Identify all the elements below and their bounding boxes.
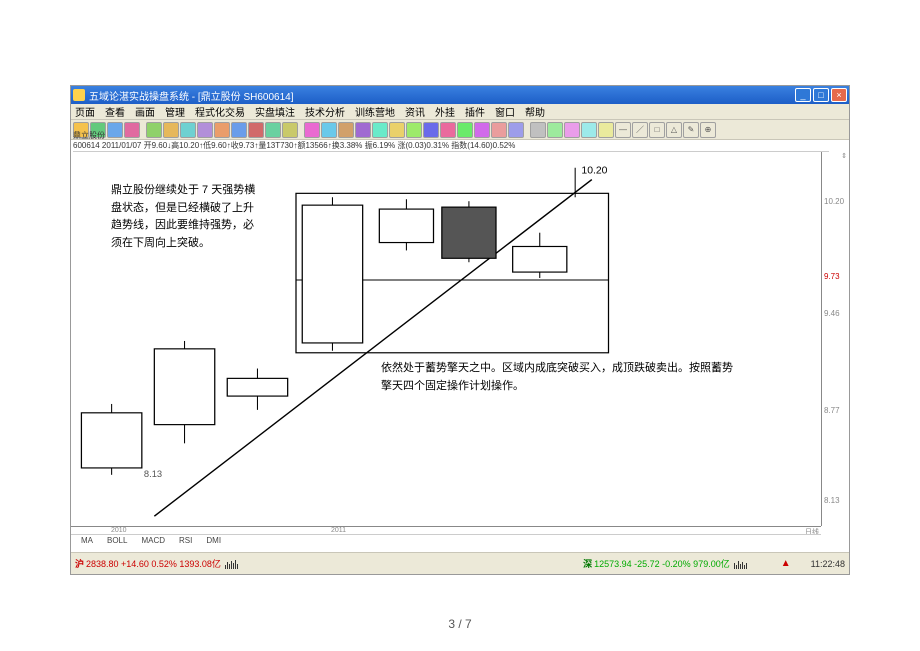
toolbar-btn-28[interactable] <box>564 122 580 138</box>
menu-item-0[interactable]: 页面 <box>75 104 95 119</box>
toolbar-btn-15[interactable] <box>338 122 354 138</box>
indicator-tab-boll[interactable]: BOLL <box>107 536 127 545</box>
titlebar: 五域论湛实战操盘系统 - [鼎立股份 SH600614] _ □ × <box>71 86 849 104</box>
y-tick: 8.77 <box>824 406 840 415</box>
statusbar: 沪 2838.80 +14.60 0.52% 1393.08亿 深 12573.… <box>71 552 849 574</box>
draw-tool-4[interactable]: ✎ <box>683 122 699 138</box>
toolbar-btn-11[interactable] <box>265 122 281 138</box>
toolbar-btn-4[interactable] <box>146 122 162 138</box>
toolbar-btn-9[interactable] <box>231 122 247 138</box>
annotation-right: 依然处于蓄势擎天之中。区域内成底突破买入，成顶跌破卖出。按照蓄势擎天四个固定操作… <box>381 360 741 395</box>
draw-tool-0[interactable]: — <box>615 122 631 138</box>
indicator-tab-ma[interactable]: MA <box>81 536 93 545</box>
menu-item-12[interactable]: 帮助 <box>525 104 545 119</box>
menu-item-10[interactable]: 插件 <box>465 104 485 119</box>
indicator-tab-dmi[interactable]: DMI <box>206 536 221 545</box>
menubar: 页面查看画面管理程式化交易实盘填注技术分析训练营地资讯外挂插件窗口帮助 <box>71 104 849 120</box>
menu-item-1[interactable]: 查看 <box>105 104 125 119</box>
window-title: 五域论湛实战操盘系统 - [鼎立股份 SH600614] <box>89 88 795 103</box>
toolbar-btn-20[interactable] <box>423 122 439 138</box>
menu-item-6[interactable]: 技术分析 <box>305 104 345 119</box>
sz-label: 深 <box>583 557 592 570</box>
clock: 11:22:48 <box>811 559 845 569</box>
menu-item-3[interactable]: 管理 <box>165 104 185 119</box>
app-icon <box>73 89 85 101</box>
toolbar-btn-7[interactable] <box>197 122 213 138</box>
menu-item-5[interactable]: 实盘填注 <box>255 104 295 119</box>
page-number: 3 / 7 <box>0 617 920 631</box>
svg-text:10.20: 10.20 <box>581 166 607 177</box>
toolbar-btn-10[interactable] <box>248 122 264 138</box>
toolbar-btn-8[interactable] <box>214 122 230 138</box>
y-tick: 9.73 <box>824 272 840 281</box>
alert-icon[interactable]: ▲ <box>781 558 791 569</box>
toolbar-btn-6[interactable] <box>180 122 196 138</box>
sh-label: 沪 <box>75 557 84 570</box>
sh-sparkline <box>225 559 238 569</box>
toolbar-btn-18[interactable] <box>389 122 405 138</box>
toolbar-btn-24[interactable] <box>491 122 507 138</box>
window-controls: _ □ × <box>795 88 847 102</box>
y-axis: ⇕ 10.209.739.468.778.13 <box>821 152 849 526</box>
minimize-button[interactable]: _ <box>795 88 811 102</box>
menu-item-2[interactable]: 画面 <box>135 104 155 119</box>
toolbar-btn-3[interactable] <box>124 122 140 138</box>
toolbar-btn-26[interactable] <box>530 122 546 138</box>
close-button[interactable]: × <box>831 88 847 102</box>
toolbar-btn-19[interactable] <box>406 122 422 138</box>
toolbar-btn-17[interactable] <box>372 122 388 138</box>
menu-item-4[interactable]: 程式化交易 <box>195 104 245 119</box>
indicator-tab-macd[interactable]: MACD <box>141 536 165 545</box>
menu-item-7[interactable]: 训练营地 <box>355 104 395 119</box>
toolbar-btn-30[interactable] <box>598 122 614 138</box>
quote-line: 600614 2011/01/07 开9.60↓高10.20↑低9.60↑收9.… <box>73 140 829 152</box>
menu-item-9[interactable]: 外挂 <box>435 104 455 119</box>
sh-value: 2838.80 +14.60 0.52% 1393.08亿 <box>86 557 221 570</box>
draw-tool-3[interactable]: △ <box>666 122 682 138</box>
toolbar: —／□△✎⊕ <box>71 120 849 140</box>
draw-tool-5[interactable]: ⊕ <box>700 122 716 138</box>
toolbar-btn-14[interactable] <box>321 122 337 138</box>
toolbar-btn-22[interactable] <box>457 122 473 138</box>
toolbar-btn-5[interactable] <box>163 122 179 138</box>
chart-area: 鼎立股份 600614 2011/01/07 开9.60↓高10.20↑低9.6… <box>71 140 849 552</box>
toolbar-btn-27[interactable] <box>547 122 563 138</box>
toolbar-btn-23[interactable] <box>474 122 490 138</box>
maximize-button[interactable]: □ <box>813 88 829 102</box>
draw-tool-2[interactable]: □ <box>649 122 665 138</box>
annotation-left: 鼎立股份继续处于 7 天强势横盘状态，但是已经横破了上升趋势线，因此要维持强势，… <box>111 182 261 252</box>
toolbar-btn-21[interactable] <box>440 122 456 138</box>
indicator-tab-rsi[interactable]: RSI <box>179 536 192 545</box>
sz-value: 12573.94 -25.72 -0.20% 979.00亿 <box>594 557 730 570</box>
y-tick: 10.20 <box>824 197 844 206</box>
toolbar-btn-16[interactable] <box>355 122 371 138</box>
x-label-2010: 2010 <box>111 527 127 534</box>
draw-tool-1[interactable]: ／ <box>632 122 648 138</box>
menu-item-11[interactable]: 窗口 <box>495 104 515 119</box>
app-window: 五域论湛实战操盘系统 - [鼎立股份 SH600614] _ □ × 页面查看画… <box>70 85 850 575</box>
toolbar-btn-12[interactable] <box>282 122 298 138</box>
y-tick: 8.13 <box>824 496 840 505</box>
toolbar-btn-13[interactable] <box>304 122 320 138</box>
toolbar-btn-29[interactable] <box>581 122 597 138</box>
menu-item-8[interactable]: 资讯 <box>405 104 425 119</box>
toolbar-btn-25[interactable] <box>508 122 524 138</box>
sz-sparkline <box>734 559 747 569</box>
indicator-tabs: MA BOLL MACD RSI DMI <box>71 534 821 546</box>
x-label-2011: 2011 <box>331 527 346 534</box>
toolbar-btn-2[interactable] <box>107 122 123 138</box>
y-tick: 9.46 <box>824 309 840 318</box>
svg-text:8.13: 8.13 <box>144 469 162 479</box>
x-axis: 2010 2011 日线 <box>71 526 821 534</box>
